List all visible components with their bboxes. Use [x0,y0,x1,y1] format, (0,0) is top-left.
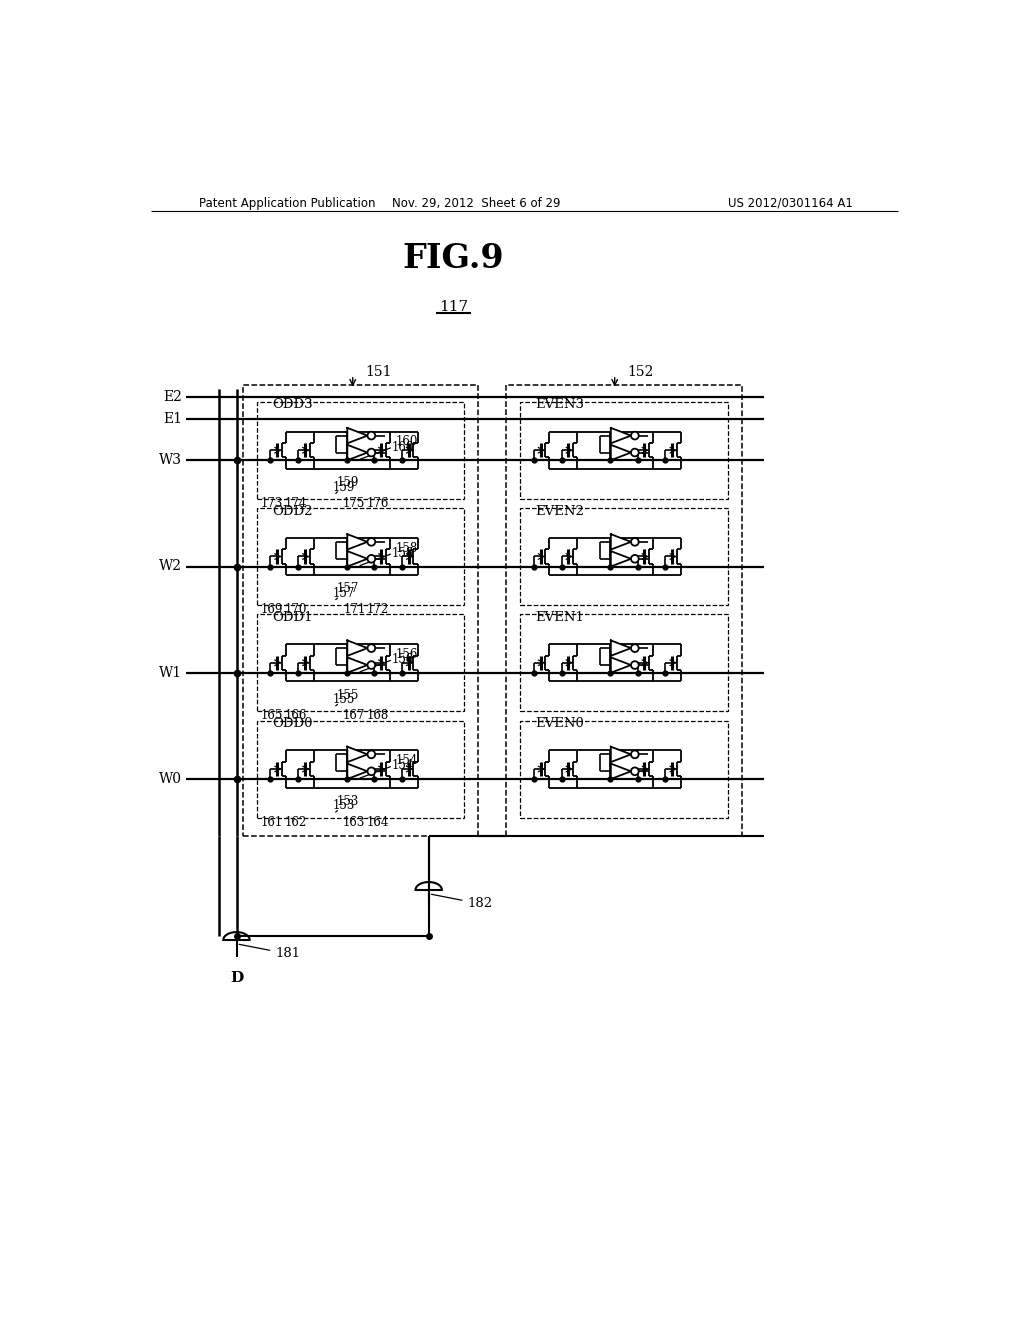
Polygon shape [611,747,631,762]
Text: ODD3: ODD3 [272,399,312,412]
Circle shape [631,751,639,758]
Text: 157: 157 [333,587,355,601]
Text: W2: W2 [160,560,182,573]
Text: 159: 159 [333,480,355,494]
Text: EVEN0: EVEN0 [536,717,585,730]
Polygon shape [347,445,368,461]
Bar [257,508,464,605]
Text: 160: 160 [360,436,418,459]
Text: 156: 156 [392,653,415,667]
Polygon shape [611,428,631,444]
Text: 155: 155 [333,693,355,706]
Text: 158: 158 [360,541,418,565]
Text: 164: 164 [367,816,389,829]
Text: 151: 151 [366,366,391,379]
Circle shape [631,644,639,652]
Polygon shape [611,657,631,673]
Text: 169: 169 [261,603,284,616]
Text: ODD1: ODD1 [272,611,312,624]
Text: EVEN3: EVEN3 [536,399,585,412]
Text: 154: 154 [392,759,415,772]
Bar [257,614,464,711]
Text: 154: 154 [360,754,418,777]
Text: 117: 117 [439,300,468,314]
Bar [243,385,478,836]
Text: 165: 165 [261,709,284,722]
Text: 176: 176 [367,496,389,510]
Text: 158: 158 [392,546,415,560]
Polygon shape [611,535,631,549]
Polygon shape [347,747,368,762]
Text: E2: E2 [164,391,182,404]
Text: ODD2: ODD2 [272,504,312,517]
Bar [520,401,728,499]
Text: 171: 171 [343,603,366,616]
Text: 152: 152 [627,366,653,379]
Text: E1: E1 [163,412,182,425]
Text: W1: W1 [159,665,182,680]
Circle shape [368,767,375,775]
Text: 160: 160 [392,441,415,454]
Bar [520,614,728,711]
Polygon shape [611,640,631,656]
Circle shape [368,449,375,457]
Text: EVEN2: EVEN2 [536,504,585,517]
Polygon shape [347,763,368,779]
Bar [506,385,741,836]
Text: 153: 153 [336,795,359,812]
Text: Nov. 29, 2012  Sheet 6 of 29: Nov. 29, 2012 Sheet 6 of 29 [392,197,561,210]
Text: 173: 173 [261,496,284,510]
Polygon shape [347,428,368,444]
Text: 155: 155 [336,689,359,706]
Text: 162: 162 [285,816,306,829]
Bar [257,721,464,817]
Polygon shape [347,640,368,656]
Polygon shape [611,445,631,461]
Text: 167: 167 [343,709,366,722]
Polygon shape [347,657,368,673]
Text: 161: 161 [261,816,284,829]
Circle shape [631,554,639,562]
Text: US 2012/0301164 A1: US 2012/0301164 A1 [728,197,853,210]
Text: 174: 174 [285,496,306,510]
Circle shape [368,661,375,669]
Text: ODD0: ODD0 [272,717,312,730]
Text: D: D [229,972,243,986]
Circle shape [368,539,375,545]
Text: 163: 163 [343,816,366,829]
Circle shape [368,554,375,562]
Text: 172: 172 [367,603,389,616]
Text: 182: 182 [431,894,493,911]
Circle shape [631,449,639,457]
Text: 157: 157 [336,582,359,599]
Circle shape [631,432,639,440]
Text: EVEN1: EVEN1 [536,611,585,624]
Bar [520,721,728,817]
Polygon shape [611,552,631,566]
Text: FIG.9: FIG.9 [402,242,504,275]
Text: 181: 181 [240,944,300,961]
Circle shape [368,432,375,440]
Circle shape [368,751,375,758]
Circle shape [631,539,639,545]
Text: Patent Application Publication: Patent Application Publication [200,197,376,210]
Text: 159: 159 [336,477,359,494]
Text: 166: 166 [285,709,306,722]
Text: 170: 170 [285,603,306,616]
Polygon shape [347,552,368,566]
Circle shape [368,644,375,652]
Text: 168: 168 [367,709,389,722]
Bar [520,508,728,605]
Text: W3: W3 [160,453,182,467]
Text: 175: 175 [343,496,366,510]
Bar [257,401,464,499]
Text: 153: 153 [333,800,355,813]
Text: W0: W0 [160,772,182,785]
Circle shape [631,661,639,669]
Polygon shape [347,535,368,549]
Polygon shape [611,763,631,779]
Text: 156: 156 [360,648,418,672]
Circle shape [631,767,639,775]
